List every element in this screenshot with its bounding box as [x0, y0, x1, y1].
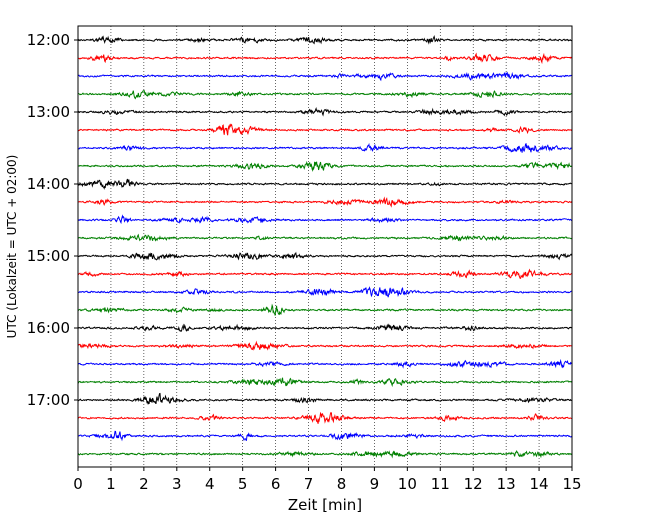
- trace-1245: [77, 89, 573, 100]
- trace-1730: [77, 430, 573, 442]
- trace-1645: [77, 377, 573, 388]
- x-tick-label-9: 9: [370, 475, 380, 493]
- y-tick-label-1200: 12:00: [27, 31, 70, 49]
- trace-1515: [77, 268, 573, 279]
- trace-1230: [77, 71, 573, 82]
- y-axis-label: UTC (Lokalzeit = UTC + 02:00): [5, 155, 19, 339]
- x-tick-label-3: 3: [172, 475, 182, 493]
- trace-1330: [77, 142, 573, 153]
- trace-1300: [77, 106, 573, 117]
- y-tick-label-1700: 17:00: [27, 391, 70, 409]
- trace-1415: [77, 196, 573, 208]
- trace-1715: [77, 411, 573, 424]
- trace-1345: [77, 160, 573, 172]
- trace-1530: [77, 286, 573, 298]
- x-axis-label: Zeit [min]: [288, 496, 362, 514]
- x-tick-label-12: 12: [464, 475, 483, 493]
- x-axis-ticks: 0 1 2 3 4 5 6 7 8 9 10 11 12 13 14 15: [73, 467, 582, 493]
- trace-1630: [77, 358, 573, 369]
- x-tick-label-4: 4: [205, 475, 215, 493]
- y-axis-ticks: 12:00 13:00 14:00 15:00 16:00 17:00: [27, 31, 78, 409]
- trace-1445: [77, 233, 573, 242]
- plot-frame: [77, 25, 573, 468]
- trace-1215: [77, 52, 573, 65]
- y-tick-label-1500: 15:00: [27, 247, 70, 265]
- x-tick-label-6: 6: [271, 475, 281, 493]
- trace-1745: [77, 449, 573, 459]
- trace-1400: [77, 178, 573, 190]
- x-tick-label-5: 5: [238, 475, 248, 493]
- x-tick-label-2: 2: [139, 475, 149, 493]
- y-tick-label-1400: 14:00: [27, 175, 70, 193]
- x-tick-label-14: 14: [530, 475, 549, 493]
- x-tick-label-13: 13: [497, 475, 516, 493]
- x-tick-label-1: 1: [106, 475, 116, 493]
- trace-1200: [77, 34, 573, 45]
- y-tick-label-1300: 13:00: [27, 103, 70, 121]
- x-tick-label-11: 11: [431, 475, 450, 493]
- x-tick-label-8: 8: [337, 475, 347, 493]
- trace-1700: [77, 392, 573, 406]
- trace-1600: [77, 323, 573, 332]
- x-tick-label-10: 10: [398, 475, 417, 493]
- trace-1500: [77, 251, 573, 261]
- trace-1615: [77, 340, 573, 351]
- seismogram-traces: [77, 34, 573, 459]
- y-tick-label-1600: 16:00: [27, 319, 70, 337]
- trace-1430: [77, 214, 573, 225]
- x-tick-label-7: 7: [304, 475, 314, 493]
- x-tick-label-0: 0: [73, 475, 83, 493]
- trace-1315: [77, 123, 573, 136]
- x-tick-label-15: 15: [562, 475, 581, 493]
- trace-1545: [77, 303, 573, 316]
